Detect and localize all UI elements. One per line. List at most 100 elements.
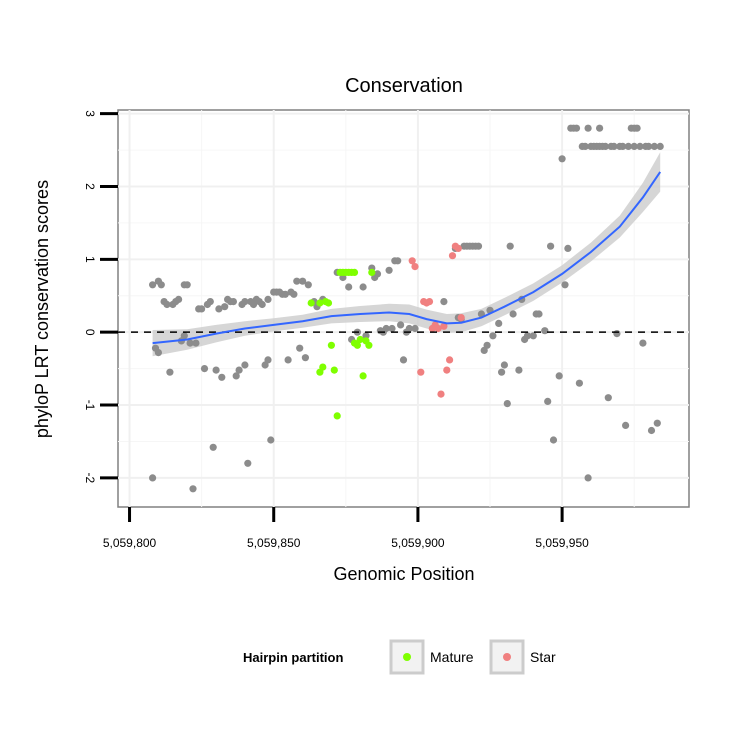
- data-point-other: [304, 281, 312, 289]
- data-point-other: [547, 242, 555, 250]
- y-axis-title: phyloP LRT conservation scores: [32, 180, 52, 438]
- data-point-other: [397, 321, 405, 329]
- data-point-other: [235, 366, 243, 374]
- data-point-star: [446, 356, 454, 364]
- data-point-other: [411, 324, 419, 333]
- data-point-mature: [359, 372, 367, 380]
- legend-title: Hairpin partition: [243, 650, 343, 665]
- data-point-other: [183, 281, 191, 289]
- data-point-other: [639, 339, 647, 347]
- data-point-other: [633, 124, 641, 132]
- data-point-other: [624, 142, 633, 150]
- data-point-other: [186, 339, 194, 347]
- data-point-other: [163, 300, 171, 309]
- data-point-other: [630, 142, 638, 150]
- data-point-other: [215, 305, 223, 313]
- data-point-other: [149, 281, 157, 289]
- data-point-mature: [316, 299, 324, 307]
- data-point-other: [345, 283, 353, 291]
- legend: Hairpin partition Mature Star: [243, 639, 556, 675]
- data-point-mature: [307, 299, 315, 307]
- data-point-star: [454, 244, 462, 252]
- data-point-star: [448, 252, 457, 260]
- data-point-other: [584, 124, 592, 132]
- data-point-mature: [333, 412, 341, 420]
- data-point-other: [549, 436, 558, 444]
- legend-label-star: Star: [530, 649, 556, 665]
- data-point-other: [575, 379, 584, 387]
- data-point-other: [613, 330, 621, 338]
- data-point-other: [290, 290, 298, 298]
- data-point-other: [154, 349, 162, 357]
- data-point-other: [293, 277, 301, 285]
- data-point-other: [218, 373, 226, 381]
- legend-key-mature-dot: [403, 653, 411, 661]
- data-point-other: [175, 295, 183, 303]
- data-point-other: [299, 277, 307, 285]
- smooth-line: [152, 171, 662, 345]
- data-point-other: [653, 419, 661, 427]
- data-point-other: [564, 244, 572, 252]
- data-point-other: [258, 300, 266, 309]
- data-point-other: [581, 142, 589, 150]
- data-point-other: [244, 459, 252, 467]
- data-point-mature: [365, 341, 373, 349]
- data-point-other: [572, 124, 581, 132]
- data-point-other: [362, 332, 370, 340]
- data-point-other: [515, 366, 523, 374]
- data-point-other: [483, 341, 491, 349]
- data-point-other: [399, 356, 408, 364]
- data-point-other: [601, 142, 610, 150]
- data-point-other: [200, 365, 209, 373]
- data-point-other: [647, 426, 656, 435]
- data-points: [149, 124, 664, 493]
- data-point-other: [221, 303, 229, 311]
- data-point-other: [388, 324, 396, 333]
- data-point-other: [296, 344, 304, 352]
- data-point-other: [619, 142, 627, 150]
- x-axis-title: Genomic Position: [333, 564, 474, 584]
- data-point-other: [645, 142, 653, 150]
- data-point-other: [264, 356, 272, 364]
- data-point-other: [206, 298, 214, 306]
- data-point-star: [425, 298, 434, 306]
- data-point-other: [529, 332, 537, 340]
- data-point-other: [555, 372, 563, 380]
- data-point-other: [166, 368, 174, 376]
- data-point-other: [267, 436, 275, 444]
- data-point-star: [434, 324, 442, 333]
- data-point-mature: [330, 366, 338, 374]
- data-point-other: [264, 295, 272, 303]
- data-point-mature: [327, 341, 335, 349]
- data-point-other: [474, 242, 483, 250]
- series-star: [408, 242, 465, 398]
- smooth-trend-line: [152, 171, 662, 345]
- data-point-other: [650, 142, 659, 150]
- data-point-mature: [319, 363, 327, 371]
- data-point-other: [561, 281, 569, 289]
- x-tick-label: 5,059,850: [247, 536, 301, 550]
- data-point-other: [192, 339, 200, 347]
- legend-key-star-dot: [503, 653, 511, 661]
- data-point-other: [241, 361, 249, 369]
- x-tick-label: 5,059,800: [103, 536, 157, 550]
- data-point-other: [359, 283, 367, 291]
- data-point-other: [610, 142, 618, 150]
- data-point-other: [509, 310, 517, 318]
- data-point-other: [301, 354, 309, 362]
- axes: 5,059,800 5,059,850 5,059,900 5,059,950 -2 -1…: [83, 110, 589, 550]
- series-other: [149, 124, 664, 493]
- y-tick-label: -2: [83, 473, 97, 484]
- data-point-other: [604, 394, 612, 402]
- data-point-other: [382, 324, 390, 333]
- series-mature: [307, 268, 376, 420]
- data-point-other: [489, 332, 497, 340]
- data-point-other: [281, 290, 289, 298]
- data-point-other: [157, 281, 165, 289]
- data-point-other: [656, 142, 664, 150]
- data-point-other: [209, 443, 217, 451]
- data-point-other: [229, 298, 237, 306]
- data-point-other: [523, 332, 532, 340]
- data-point-other: [180, 332, 188, 340]
